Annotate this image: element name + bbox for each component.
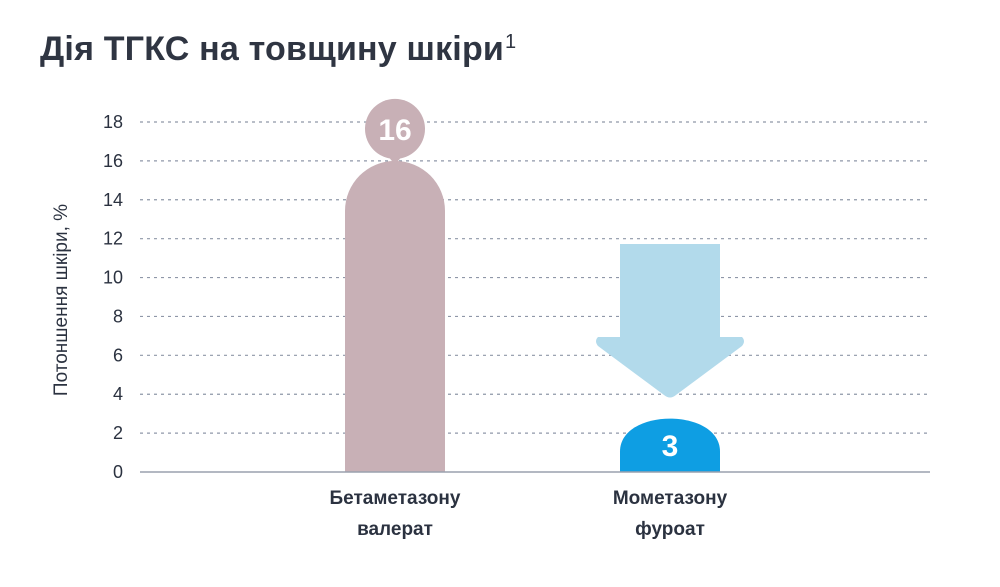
data-label: 3: [662, 430, 679, 463]
y-tick-label: 2: [113, 423, 123, 443]
y-tick-labels: 0 2 4 6 8 10 12 14 16 18: [103, 112, 123, 482]
bar: [620, 418, 720, 472]
decrease-arrow: [596, 244, 744, 398]
category-label: фуроат: [635, 519, 705, 540]
y-tick-label: 14: [103, 190, 123, 210]
category-labels: Бетаметазону валерат Мометазону фуроат: [330, 488, 728, 540]
y-tick-label: 12: [103, 229, 123, 249]
y-tick-label: 4: [113, 384, 123, 404]
data-label-pointer: [387, 154, 403, 165]
y-tick-label: 10: [103, 268, 123, 288]
bars: [345, 160, 720, 472]
data-labels: 16 3: [365, 98, 679, 463]
data-label-bubble: [365, 98, 425, 159]
chart-title-text: Дія ТГКС на товщину шкіри: [40, 30, 505, 68]
y-axis-label: Потоншення шкіри, %: [51, 204, 72, 396]
data-label: 16: [378, 114, 411, 147]
y-tick-label: 16: [103, 151, 123, 171]
chart-title: Дія ТГКС на товщину шкіри1: [40, 30, 516, 69]
grid-lines: [140, 121, 930, 434]
down-arrow-icon: [596, 244, 744, 398]
y-tick-label: 8: [113, 306, 123, 326]
y-tick-label: 6: [113, 345, 123, 365]
bar: [345, 160, 445, 472]
category-label: Мометазону: [613, 488, 728, 509]
y-tick-label: 18: [103, 112, 123, 132]
title-footnote: 1: [505, 30, 517, 53]
y-tick-label: 0: [113, 462, 123, 482]
category-label: Бетаметазону: [330, 488, 461, 509]
category-label: валерат: [357, 519, 433, 540]
